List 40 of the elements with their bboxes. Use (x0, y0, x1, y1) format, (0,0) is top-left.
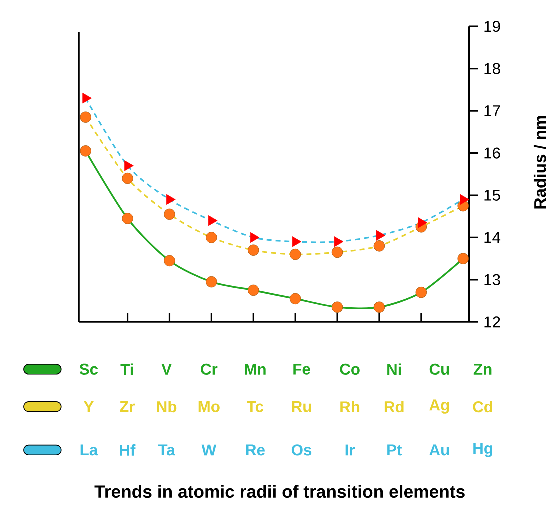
text: Sc (80, 364, 98, 375)
y-axis-title: Radius / nm (534, 116, 546, 209)
text: Fe (294, 364, 310, 375)
text: Hg (474, 442, 492, 458)
text: Mo (198, 401, 220, 412)
text: Tc (247, 401, 264, 412)
text: Ta (158, 444, 176, 456)
text: Hf (120, 444, 136, 456)
text: Re (246, 444, 265, 456)
y-tick-label: 15 (484, 190, 500, 201)
text: W (202, 444, 217, 456)
text: Rd (384, 400, 404, 412)
text: Cu (430, 364, 450, 375)
text: La (80, 444, 98, 456)
y-tick-label: 19 (484, 20, 500, 32)
text: Ni (388, 364, 402, 375)
text: Trends in atomic radii of transition elements (94, 484, 465, 498)
text: Nb (157, 400, 177, 412)
y-tick-label: 12 (484, 316, 500, 328)
y-tick-label: 18 (484, 63, 500, 74)
text: Rh (340, 401, 360, 412)
text: Y (84, 401, 94, 412)
y-tick-label: 17 (484, 105, 500, 116)
text: Cd (473, 400, 492, 412)
text: Zn (474, 364, 492, 375)
text: Zr (120, 401, 136, 412)
y-tick-label: 13 (484, 274, 500, 286)
text: Ag (430, 400, 450, 414)
y-tick-label: 16 (484, 148, 500, 159)
y-tick-label: 14 (484, 232, 501, 243)
text: Au (430, 444, 450, 456)
text: Ir (346, 444, 356, 456)
text: Ru (292, 401, 312, 412)
text: Mn (245, 364, 266, 375)
text: Cr (201, 364, 218, 375)
text: Pt (388, 444, 402, 456)
text: Os (292, 444, 312, 456)
text: Ti (120, 364, 134, 375)
text: Co (340, 364, 360, 375)
text: V (162, 364, 172, 375)
